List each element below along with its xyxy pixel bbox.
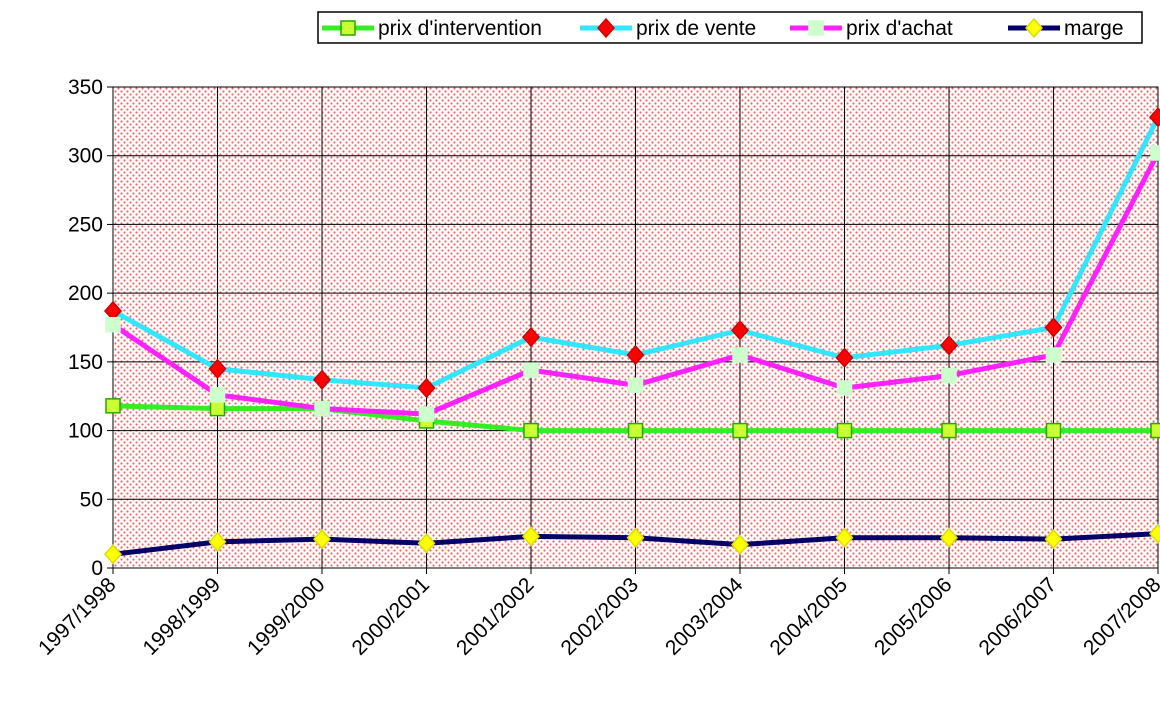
marker	[835, 347, 854, 368]
y-tick-label: 350	[68, 76, 103, 99]
legend-label: marge	[1064, 17, 1124, 40]
marker	[312, 529, 332, 550]
x-tick-label: 1997/1998	[34, 573, 120, 659]
x-tick-label: 2005/2006	[870, 573, 956, 659]
y-tick-label: 150	[68, 351, 103, 374]
marker	[1150, 422, 1160, 439]
marker	[208, 358, 227, 379]
marker	[1044, 529, 1063, 550]
marker	[730, 320, 750, 341]
marker	[314, 400, 330, 417]
marker	[627, 377, 644, 393]
marker	[521, 526, 541, 547]
marker	[1148, 107, 1160, 128]
marker	[1044, 317, 1063, 338]
marker	[103, 544, 123, 565]
y-tick-label: 250	[68, 213, 103, 236]
marker	[939, 335, 959, 356]
x-tick-label: 2002/2003	[557, 573, 643, 659]
marker	[732, 422, 748, 439]
marker	[209, 400, 226, 417]
marker	[521, 326, 541, 348]
x-tick-label: 2003/2004	[661, 573, 748, 660]
marker	[105, 398, 121, 414]
marker	[1024, 17, 1044, 39]
marker	[1045, 347, 1062, 363]
y-tick-label: 0	[91, 557, 103, 580]
marker	[417, 377, 436, 399]
marker	[626, 527, 645, 548]
x-tick-label: 2001/2002	[452, 573, 538, 659]
marker	[523, 422, 539, 439]
marker	[941, 422, 957, 439]
y-tick-label: 50	[80, 488, 103, 511]
marker	[208, 531, 227, 553]
y-tick-label: 300	[68, 145, 103, 168]
legend-label: prix de vente	[636, 17, 756, 40]
legend	[317, 11, 1143, 44]
x-tick-label: 2007/2008	[1079, 573, 1160, 659]
marker	[835, 527, 854, 548]
x-tick-label: 2006/2007	[975, 573, 1061, 659]
y-tick-label: 100	[68, 420, 103, 443]
marker	[836, 422, 853, 439]
x-tick-label: 2000/2001	[348, 573, 434, 659]
marker	[732, 347, 748, 363]
marker	[418, 406, 435, 422]
x-tick-label: 1998/1999	[139, 573, 225, 659]
marker	[105, 317, 121, 333]
marker	[627, 422, 644, 439]
marker	[808, 20, 824, 36]
marker	[1148, 523, 1160, 544]
marker	[312, 369, 332, 390]
marker	[939, 527, 959, 548]
marker	[1045, 422, 1062, 439]
x-tick-label: 2004/2005	[766, 573, 852, 659]
marker	[596, 17, 616, 39]
x-tick-label: 1999/2000	[243, 573, 329, 659]
legend-label: prix d'intervention	[378, 17, 542, 40]
marker	[941, 367, 957, 384]
marker	[1150, 145, 1160, 161]
marker	[209, 387, 226, 403]
marker	[340, 20, 356, 36]
legend-label: prix d'achat	[846, 17, 953, 40]
marker	[836, 380, 853, 396]
marker	[730, 534, 750, 555]
marker	[417, 533, 436, 554]
y-tick-label: 200	[68, 282, 103, 305]
marker	[523, 362, 539, 378]
marker	[626, 344, 645, 366]
